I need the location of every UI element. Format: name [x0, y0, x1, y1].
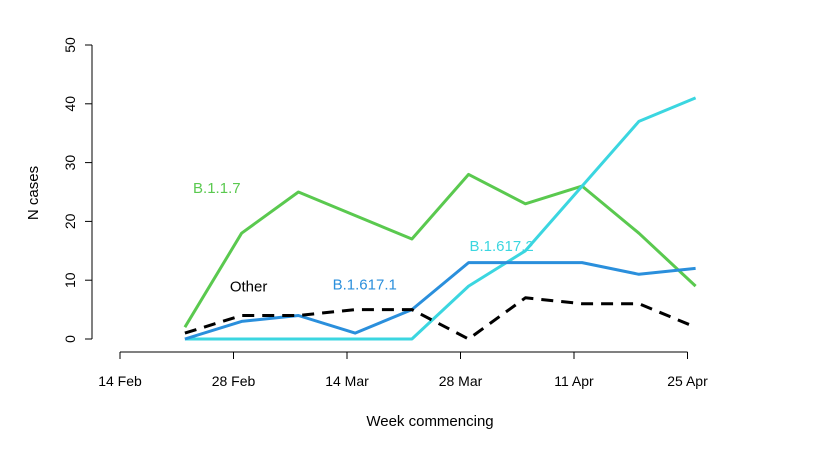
y-tick-label: 10	[62, 272, 78, 288]
x-tick-label: 25 Apr	[667, 373, 708, 389]
x-tick-label: 14 Feb	[98, 373, 142, 389]
x-tick-label: 28 Mar	[439, 373, 483, 389]
x-tick-label: 14 Mar	[325, 373, 369, 389]
y-tick-label: 30	[62, 155, 78, 171]
x-axis-title: Week commencing	[366, 413, 493, 430]
axes: 0 10 20 30 40 50 14 Feb 28 Feb 14 Mar 28 Mar 11 Ap…	[62, 37, 708, 389]
y-tick-label: 40	[62, 96, 78, 112]
series-line-b-1-1-7	[183, 172, 697, 328]
series-line-b-1-617-2	[184, 96, 697, 341]
series-line-b-1-617-1	[184, 261, 696, 341]
series-label-b-1-1-7: B.1.1.7	[193, 180, 241, 197]
x-tick-label: 28 Feb	[212, 373, 256, 389]
series-label-b-1-617-1: B.1.617.1	[333, 277, 397, 294]
x-tick-label: 11 Apr	[554, 373, 594, 389]
series-line-other	[184, 296, 697, 341]
y-tick-label: 0	[62, 335, 78, 343]
y-tick-label: 20	[62, 213, 78, 229]
y-tick-label: 50	[62, 37, 78, 53]
series-label-b-1-617-2: B.1.617.2	[469, 238, 533, 255]
series-lines	[183, 96, 697, 341]
series-label-other: Other	[230, 278, 268, 295]
y-axis-title: N cases	[25, 166, 42, 220]
series-labels: B.1.1.7 B.1.617.2 B.1.617.1 Other	[193, 180, 534, 295]
